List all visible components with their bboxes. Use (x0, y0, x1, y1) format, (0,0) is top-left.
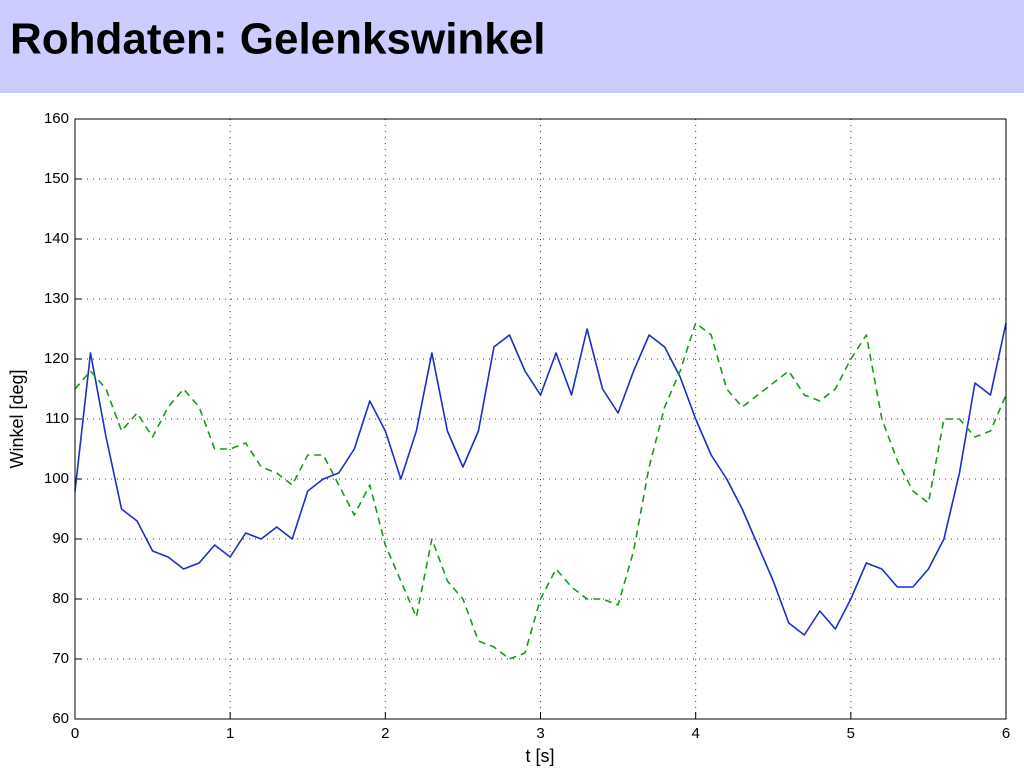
y-tick-label: 140 (44, 230, 69, 247)
header-band (0, 0, 1024, 93)
y-tick-label: 90 (52, 530, 69, 547)
y-tick-label: 160 (44, 110, 69, 127)
y-tick-label: 70 (52, 650, 69, 667)
x-tick-label: 3 (536, 725, 544, 742)
y-tick-label: 60 (52, 710, 69, 727)
plot-frame (74, 118, 1007, 720)
x-axis-label: t [s] (525, 746, 554, 766)
x-tick-label: 6 (1002, 725, 1010, 742)
x-tick-label: 2 (381, 725, 389, 742)
x-tick-label: 1 (226, 725, 234, 742)
data-line (74, 322, 1007, 636)
x-tick-label: 0 (71, 725, 79, 742)
data-line (74, 322, 1007, 660)
x-tick-label: 4 (691, 725, 699, 742)
x-tick-label: 5 (847, 725, 855, 742)
y-tick-label: 150 (44, 170, 69, 187)
y-tick-label: 80 (52, 590, 69, 607)
chart-title: Rohdaten: Gelenkswinkel (10, 15, 545, 64)
y-tick-label: 110 (45, 410, 69, 427)
y-tick-label: 120 (44, 350, 69, 367)
y-tick-label: 130 (44, 290, 69, 307)
y-tick-label: 100 (44, 470, 69, 487)
y-axis-label: Winkel [deg] (7, 369, 27, 468)
